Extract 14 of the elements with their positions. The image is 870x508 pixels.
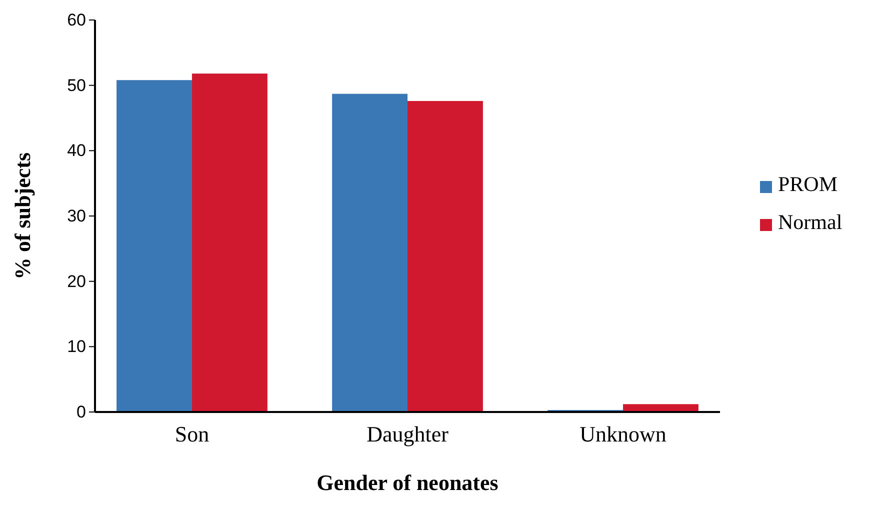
legend-label: Normal — [778, 210, 842, 234]
legend-label: PROM — [778, 172, 838, 196]
x-tick-label: Son — [174, 422, 210, 447]
y-tick-label: 20 — [67, 272, 86, 291]
y-tick-label: 30 — [67, 206, 86, 226]
y-axis-title: % of subjects — [10, 152, 35, 280]
x-tick-label: Daughter — [366, 422, 450, 447]
x-tick-label: Unknown — [580, 422, 666, 447]
y-tick-label: 60 — [67, 10, 86, 30]
y-tick-label: 0 — [76, 402, 86, 422]
y-tick-label: 10 — [67, 337, 86, 356]
y-tick-label: 50 — [67, 76, 86, 95]
x-axis-title: Gender of neonates — [316, 470, 499, 495]
y-tick-label: 40 — [67, 141, 86, 160]
